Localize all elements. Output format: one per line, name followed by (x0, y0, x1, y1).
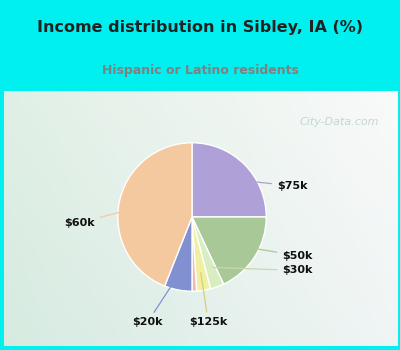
Text: $60k: $60k (64, 208, 137, 228)
Text: Income distribution in Sibley, IA (%): Income distribution in Sibley, IA (%) (37, 20, 363, 35)
Text: Hispanic or Latino residents: Hispanic or Latino residents (102, 64, 298, 77)
Text: $125k: $125k (189, 273, 228, 327)
Wedge shape (118, 143, 192, 286)
Wedge shape (192, 217, 197, 291)
Text: City-Data.com: City-Data.com (300, 117, 379, 127)
Wedge shape (192, 143, 266, 217)
Text: $20k: $20k (132, 272, 180, 327)
Text: $30k: $30k (213, 265, 313, 275)
Wedge shape (192, 217, 266, 284)
Wedge shape (192, 217, 210, 291)
Text: $75k: $75k (232, 180, 308, 191)
Wedge shape (192, 217, 224, 289)
Wedge shape (165, 217, 192, 291)
Text: $50k: $50k (240, 246, 313, 261)
